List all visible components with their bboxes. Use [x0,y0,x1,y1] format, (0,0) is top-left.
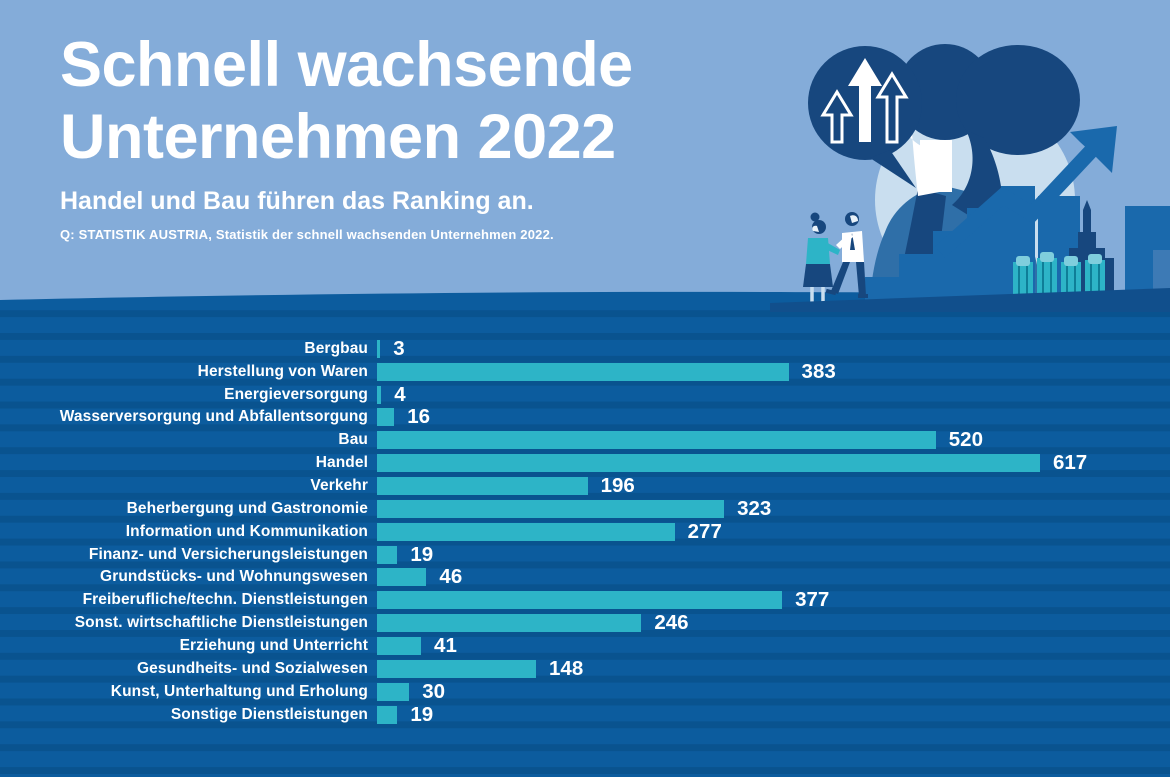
speech-bubble-icon [808,46,922,188]
bar-label: Energieversorgung [224,385,368,403]
bar-value: 277 [687,519,722,543]
bar-label: Sonstige Dienstleistungen [170,705,368,723]
bar-value: 196 [600,474,635,498]
chart-row: Grundstücks- und Wohnungswesen 46 [0,565,1170,589]
bar-value: 16 [407,405,430,429]
bar-label: Gesundheits- und Sozialwesen [136,659,368,677]
bar-label: Beherbergung und Gastronomie [126,499,368,517]
bar-label: Wasserversorgung und Abfallentsorgung [59,408,368,426]
bar-label: Finanz- und Versicherungsleistungen [88,545,368,563]
bar-value: 19 [410,542,434,566]
bar-value: 148 [549,656,584,680]
bar [377,568,427,587]
chart-row: Gesundheits- und Sozialwesen 148 [0,657,1170,680]
chart-row: Herstellung von Waren 383 [0,360,1170,383]
bar [377,682,410,701]
bar-value: 3 [393,336,405,360]
chart-row: Verkehr 196 [0,474,1170,498]
header: Schnell wachsende Unternehmen 2022 Hande… [60,30,633,242]
bar [377,705,398,724]
bar-value: 46 [439,565,463,589]
chart-row: Energieversorgung 4 [0,383,1170,406]
illustration [770,44,1170,312]
bar-label: Grundstücks- und Wohnungswesen [100,568,368,586]
chart-row: Erziehung und Unterricht 41 [0,633,1170,658]
bar-value: 19 [410,702,434,726]
bar-label: Sonst. wirtschaftliche Dienstleistungen [74,614,368,632]
bar [377,339,381,358]
bar [377,545,398,564]
bar-value: 41 [434,633,457,657]
chart-background [0,310,1170,777]
bar-label: Kunst, Unterhaltung und Erholung [110,682,368,700]
bar [377,477,588,496]
bar [377,454,1040,473]
bar-label: Verkehr [310,477,368,495]
bar [377,522,675,541]
bar-value: 30 [422,679,446,703]
bar [377,614,642,633]
bar-label: Handel [315,454,368,472]
bar-label: Information und Kommunikation [125,522,368,540]
bar-label: Erziehung und Unterricht [179,636,368,654]
page-title: Schnell wachsende Unternehmen 2022 [60,30,633,172]
bar-value: 520 [948,428,983,452]
bar [377,499,725,518]
bar [377,591,783,610]
bar-label: Herstellung von Waren [197,362,368,380]
bar [377,408,395,427]
chart-row: Wasserversorgung und Abfallentsorgung 16 [0,405,1170,429]
bar [377,431,936,450]
chart-row: Freiberufliche/techn. Dienstleistungen 37… [0,588,1170,612]
chart-row: Beherbergung und Gastronomie 323 [0,497,1170,520]
chart-row: Sonst. wirtschaftliche Dienstleistungen 2… [0,611,1170,635]
bar [377,362,789,381]
chart-row: Bergbau 3 [0,336,1170,361]
subtitle: Handel und Bau führen das Ranking an. [60,186,534,215]
chart-row: Bau 520 [0,428,1170,452]
bar-value: 246 [654,611,689,635]
bar-value: 4 [394,382,406,406]
bar-value: 377 [795,588,830,612]
bar-label: Bau [338,431,368,449]
bar [377,659,537,678]
chart-row: Sonstige Dienstleistungen 19 [0,703,1170,726]
bar-value: 383 [801,359,836,383]
chart-row: Handel 617 [0,451,1170,475]
bar [377,636,422,655]
chart-row: Kunst, Unterhaltung und Erholung 30 [0,680,1170,703]
people-illustration [770,212,1170,312]
trend-arrow-icon [935,126,1117,258]
bar-label: Freiberufliche/techn. Dienstleistungen [82,591,368,609]
bar [377,385,382,404]
source-note: Q: STATISTIK AUSTRIA, Statistik der schn… [60,226,554,242]
bar-label: Bergbau [304,339,368,357]
bar-value: 617 [1053,451,1088,475]
chart-row: Finanz- und Versicherungsleistungen 19 [0,543,1170,566]
chart-row: Information und Kommunikation 277 [0,520,1170,543]
bar-value: 323 [737,496,772,520]
growth-arrows-icon [820,58,909,144]
